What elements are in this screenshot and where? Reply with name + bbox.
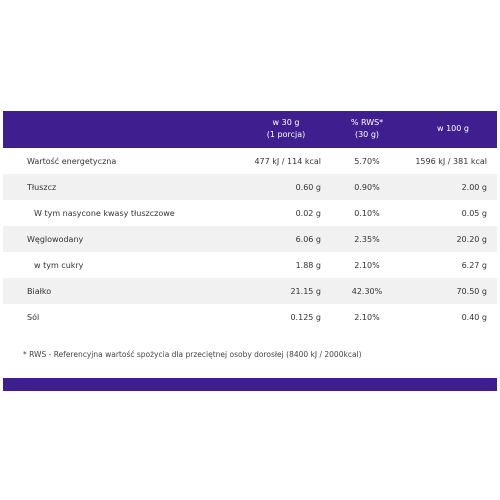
- row-value-100g: 2.00 g: [461, 183, 487, 192]
- header-per-30g-line2: (1 porcja): [266, 130, 306, 139]
- row-value-30g: 0.125 g: [290, 313, 321, 322]
- row-name: w tym cukry: [34, 261, 84, 270]
- table-footer-bar: [3, 378, 497, 391]
- footnote: * RWS - Referencyjna wartość spożycia dl…: [23, 350, 362, 359]
- row-value-30g: 0.02 g: [295, 209, 321, 218]
- header-rws: % RWS* (30 g): [337, 117, 397, 141]
- row-value-100g: 6.27 g: [461, 261, 487, 270]
- row-value-rws: 5.70%: [354, 157, 380, 166]
- row-value-30g: 6.06 g: [295, 235, 321, 244]
- row-value-100g: 0.05 g: [461, 209, 487, 218]
- row-value-rws: 0.90%: [354, 183, 380, 192]
- row-name: Sól: [27, 313, 40, 322]
- row-name: Wartość energetyczna: [27, 157, 117, 166]
- row-value-rws: 2.10%: [354, 313, 380, 322]
- row-value-rws: 2.10%: [354, 261, 380, 270]
- table-row: Tłuszcz 0.60 g 0.90% 2.00 g: [3, 174, 497, 200]
- row-value-30g: 0.60 g: [295, 183, 321, 192]
- row-name: Węglowodany: [27, 235, 84, 244]
- table-row: Węglowodany 6.06 g 2.35% 20.20 g: [3, 226, 497, 252]
- nutrition-table: w 30 g (1 porcja) % RWS* (30 g) w 100 g …: [3, 111, 497, 391]
- row-value-rws: 0.10%: [354, 209, 380, 218]
- header-rws-line2: (30 g): [354, 130, 380, 139]
- row-value-30g: 1.88 g: [295, 261, 321, 270]
- table-row: W tym nasycone kwasy tłuszczowe 0.02 g 0…: [3, 200, 497, 226]
- header-per-30g-line1: w 30 g: [272, 118, 300, 127]
- row-value-30g: 477 kJ / 114 kcal: [254, 157, 321, 166]
- row-name: W tym nasycone kwasy tłuszczowe: [34, 209, 175, 218]
- table-row: Białko 21.15 g 42.30% 70.50 g: [3, 278, 497, 304]
- row-value-30g: 21.15 g: [290, 287, 321, 296]
- row-value-100g: 70.50 g: [456, 287, 487, 296]
- row-value-100g: 1596 kJ / 381 kcal: [415, 157, 487, 166]
- row-name: Tłuszcz: [27, 183, 57, 192]
- table-row: Wartość energetyczna 477 kJ / 114 kcal 5…: [3, 148, 497, 174]
- row-value-100g: 20.20 g: [456, 235, 487, 244]
- row-name: Białko: [27, 287, 52, 296]
- header-per-30g: w 30 g (1 porcja): [251, 117, 321, 141]
- header-per-100g: w 100 g: [437, 124, 469, 133]
- table-header: w 30 g (1 porcja) % RWS* (30 g) w 100 g: [3, 111, 497, 148]
- row-value-100g: 0.40 g: [461, 313, 487, 322]
- table-row: Sól 0.125 g 2.10% 0.40 g: [3, 304, 497, 330]
- table-row: w tym cukry 1.88 g 2.10% 6.27 g: [3, 252, 497, 278]
- row-value-rws: 2.35%: [354, 235, 380, 244]
- row-value-rws: 42.30%: [351, 287, 383, 296]
- header-rws-line1: % RWS*: [350, 118, 384, 127]
